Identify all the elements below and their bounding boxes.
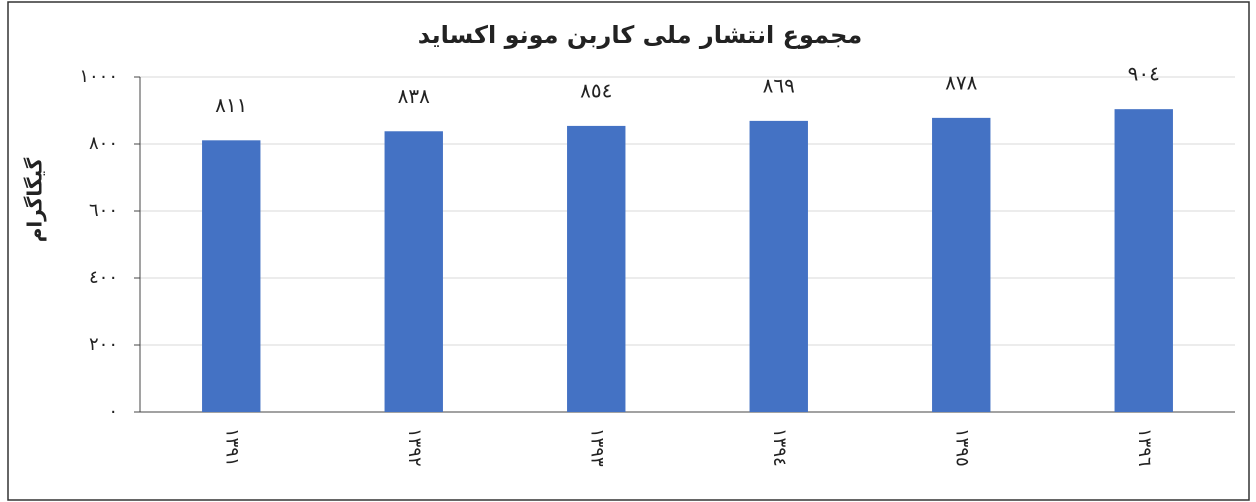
bar	[1114, 109, 1173, 412]
bar	[567, 125, 626, 412]
data-label: ٨٥٤	[580, 78, 612, 102]
y-tick-label: ٨٠٠	[89, 133, 118, 154]
y-tick-label: ٢٠٠	[89, 334, 118, 355]
data-label: ٨٣٨	[398, 84, 430, 108]
x-tick-label: ١٣٩٤	[769, 428, 790, 467]
chart-title: مجموع انتشار ملی کاربن مونو اکساید	[418, 21, 863, 49]
bar	[932, 117, 991, 413]
x-tick-label: ١٣٩٢	[404, 428, 425, 467]
y-axis-label: گیگاگرام	[23, 157, 47, 242]
y-tick-label: ٤٠٠	[89, 267, 118, 288]
data-label: ٩٠٤	[1128, 62, 1160, 86]
data-label: ٨١١	[215, 93, 247, 117]
data-label: ٨٧٨	[945, 70, 977, 94]
x-tick-label: ١٣٩٣	[586, 428, 607, 467]
bar	[384, 131, 443, 412]
x-tick-label: ١٣٩٦	[1134, 428, 1155, 467]
y-tick-label: ٦٠٠	[89, 200, 118, 221]
data-label: ٨٦٩	[763, 73, 795, 97]
bar	[749, 120, 808, 412]
x-tick-label: ١٣٩٥	[951, 428, 972, 467]
x-tick-label: ١٣٩١	[221, 428, 242, 467]
y-tick-label: ١٠٠٠	[79, 66, 118, 87]
y-tick-label: ٠	[108, 401, 118, 422]
bar	[202, 140, 261, 412]
